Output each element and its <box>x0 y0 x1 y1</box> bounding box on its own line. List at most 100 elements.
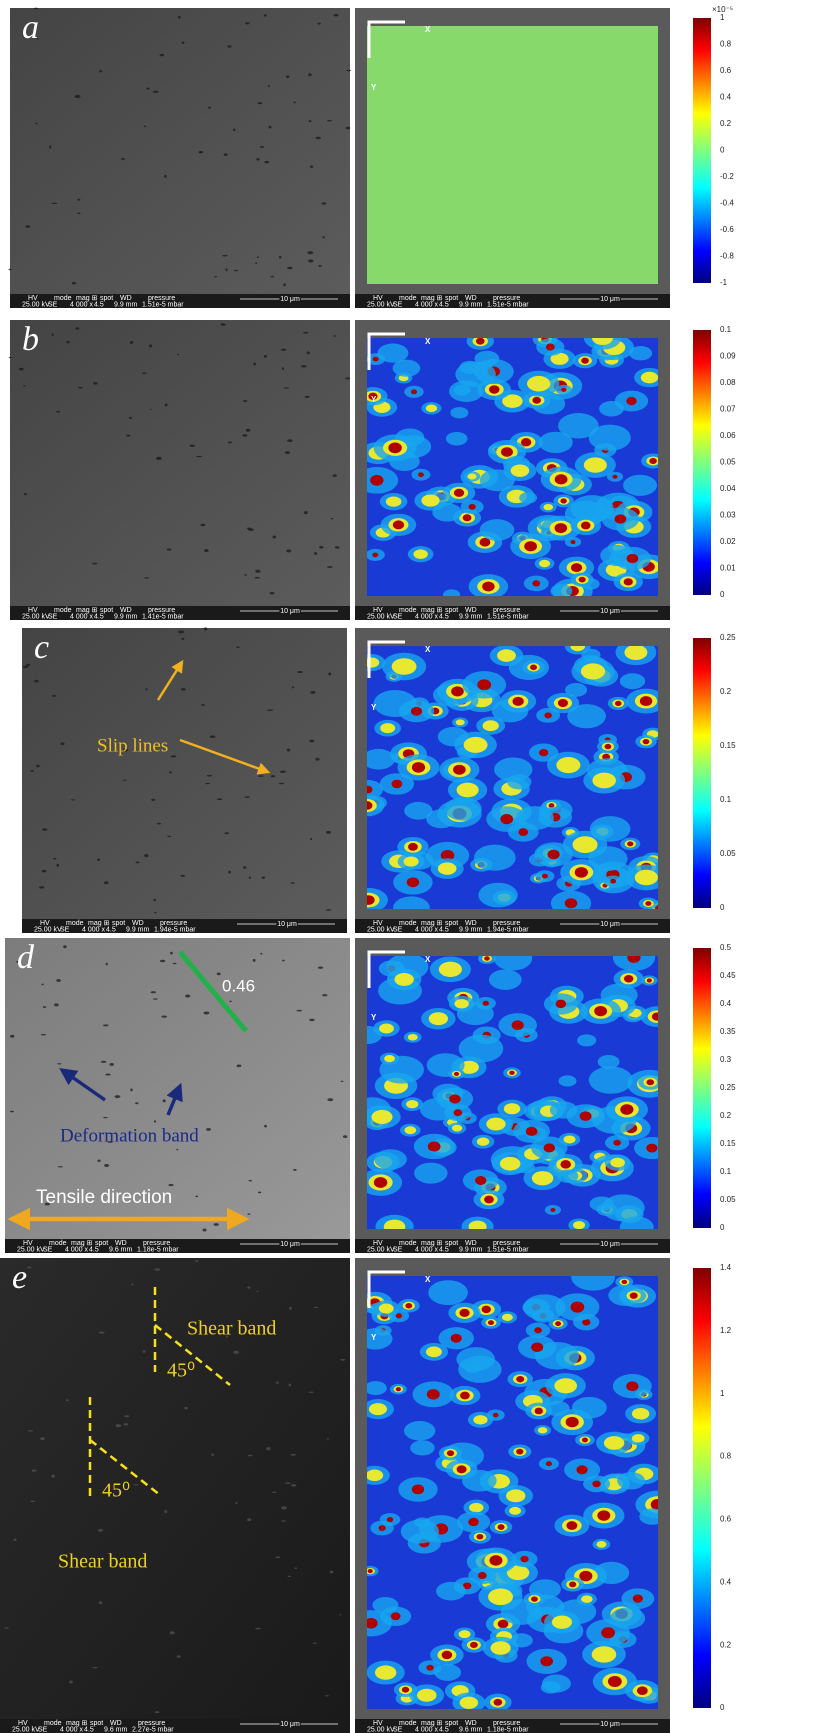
info-value: 25.00 kV <box>367 613 395 620</box>
sem-speck <box>208 107 211 109</box>
sem-speck <box>66 1399 69 1401</box>
strain-mid <box>473 1415 487 1424</box>
strain-core <box>411 389 417 394</box>
strain-core <box>579 577 586 583</box>
sem-speck <box>244 574 247 576</box>
sem-speck <box>66 341 69 343</box>
sem-speck <box>72 282 76 285</box>
strain-core <box>418 472 424 477</box>
colorbar-exponent: ×10⁻⁵ <box>712 5 733 14</box>
sem-speck <box>170 1631 175 1634</box>
strain-core <box>493 1413 499 1417</box>
strain-core <box>626 397 636 405</box>
strain-core <box>501 447 513 457</box>
info-value: 4.5 <box>439 926 449 933</box>
strain-mid <box>490 1641 510 1654</box>
sem-speck <box>24 493 27 495</box>
sem-speck <box>272 536 276 539</box>
strain-mid <box>404 1126 416 1134</box>
sem-speck <box>227 45 231 47</box>
strain-core <box>556 1000 567 1008</box>
strain-core <box>544 712 551 718</box>
sem-speck <box>145 688 147 690</box>
strain-core <box>560 498 566 503</box>
sem-speck <box>78 387 83 388</box>
colorbar-tick: 0.02 <box>720 537 736 546</box>
strain-mid <box>454 999 468 1009</box>
sem-speck <box>340 1359 345 1361</box>
sem-speck <box>346 70 351 71</box>
sem-speck <box>313 1642 316 1644</box>
strain-core <box>483 1001 489 1006</box>
strain-core <box>582 1438 588 1443</box>
annotation: 0.46 <box>222 976 255 995</box>
axis-y: Y <box>371 1333 377 1342</box>
map-background <box>367 26 658 284</box>
colorbar-tick: 0 <box>720 590 725 599</box>
strain-mid <box>564 1135 576 1143</box>
sem-speck <box>314 552 317 555</box>
sem-speck <box>330 1571 334 1574</box>
sem-speck <box>257 256 259 258</box>
colorbar-tick: 0.3 <box>720 1055 732 1064</box>
strain-halo <box>623 475 657 496</box>
sem-speck <box>150 991 156 993</box>
strain-halo <box>428 1280 468 1305</box>
scale-bar: 10 μm <box>600 921 620 928</box>
strain-core <box>560 1160 571 1168</box>
info-value: 4 000 x <box>415 926 438 933</box>
strain-mid <box>632 1434 645 1442</box>
strain-core <box>412 1484 424 1494</box>
strain-core <box>548 850 560 860</box>
colorbar-tick: 0.15 <box>720 741 736 750</box>
colorbar-tick: -0.8 <box>720 252 734 261</box>
colorbar-tick: -0.2 <box>720 172 734 181</box>
info-value: 9.9 mm <box>459 1246 483 1253</box>
strain-core <box>601 1627 615 1638</box>
info-value: 9.9 mm <box>114 301 138 308</box>
sem-speck <box>163 1099 166 1102</box>
sem-speck <box>309 1019 315 1022</box>
sem-speck <box>143 1350 146 1352</box>
colorbar-tick: 0.2 <box>720 687 732 696</box>
info-value: SE <box>393 613 403 620</box>
sem-speck <box>10 1111 14 1113</box>
sem-speck <box>56 864 59 867</box>
strain-halo <box>558 413 599 438</box>
strain-core <box>530 665 537 671</box>
sem-speck <box>42 870 47 872</box>
sem-speck <box>270 276 274 278</box>
axis-y: Y <box>371 83 377 92</box>
strain-core <box>532 580 540 586</box>
sem-speck <box>75 95 81 98</box>
sem-speck <box>203 1011 209 1014</box>
sem-speck <box>99 1331 105 1333</box>
sem-speck <box>97 859 100 861</box>
info-value: SE <box>60 926 70 933</box>
sem-speck <box>195 1260 199 1261</box>
strain-core <box>402 1687 409 1693</box>
strain-core <box>594 1006 607 1016</box>
strain-mid <box>426 404 437 412</box>
sem-speck <box>201 524 206 526</box>
sem-speck <box>207 775 212 777</box>
strain-core <box>540 1656 553 1666</box>
sem-speck <box>308 1392 314 1393</box>
sem-speck <box>326 831 331 834</box>
info-value: SE <box>48 301 58 308</box>
strain-core <box>566 1417 579 1427</box>
sem-speck <box>327 120 332 122</box>
strain-halo <box>602 1194 645 1221</box>
sem-speck <box>154 912 157 913</box>
strain-core <box>649 458 656 464</box>
sem-speck <box>30 770 33 772</box>
colorbar-tick: 0.1 <box>720 795 732 804</box>
strain-core <box>512 1020 524 1030</box>
colorbar-tick: 0.8 <box>720 40 732 49</box>
sem-speck <box>258 775 264 777</box>
sem-speck <box>341 1081 344 1082</box>
strain-core <box>454 489 464 497</box>
strain-mid <box>532 1171 553 1185</box>
strain-halo <box>401 1520 439 1544</box>
sem-speck <box>243 400 248 402</box>
